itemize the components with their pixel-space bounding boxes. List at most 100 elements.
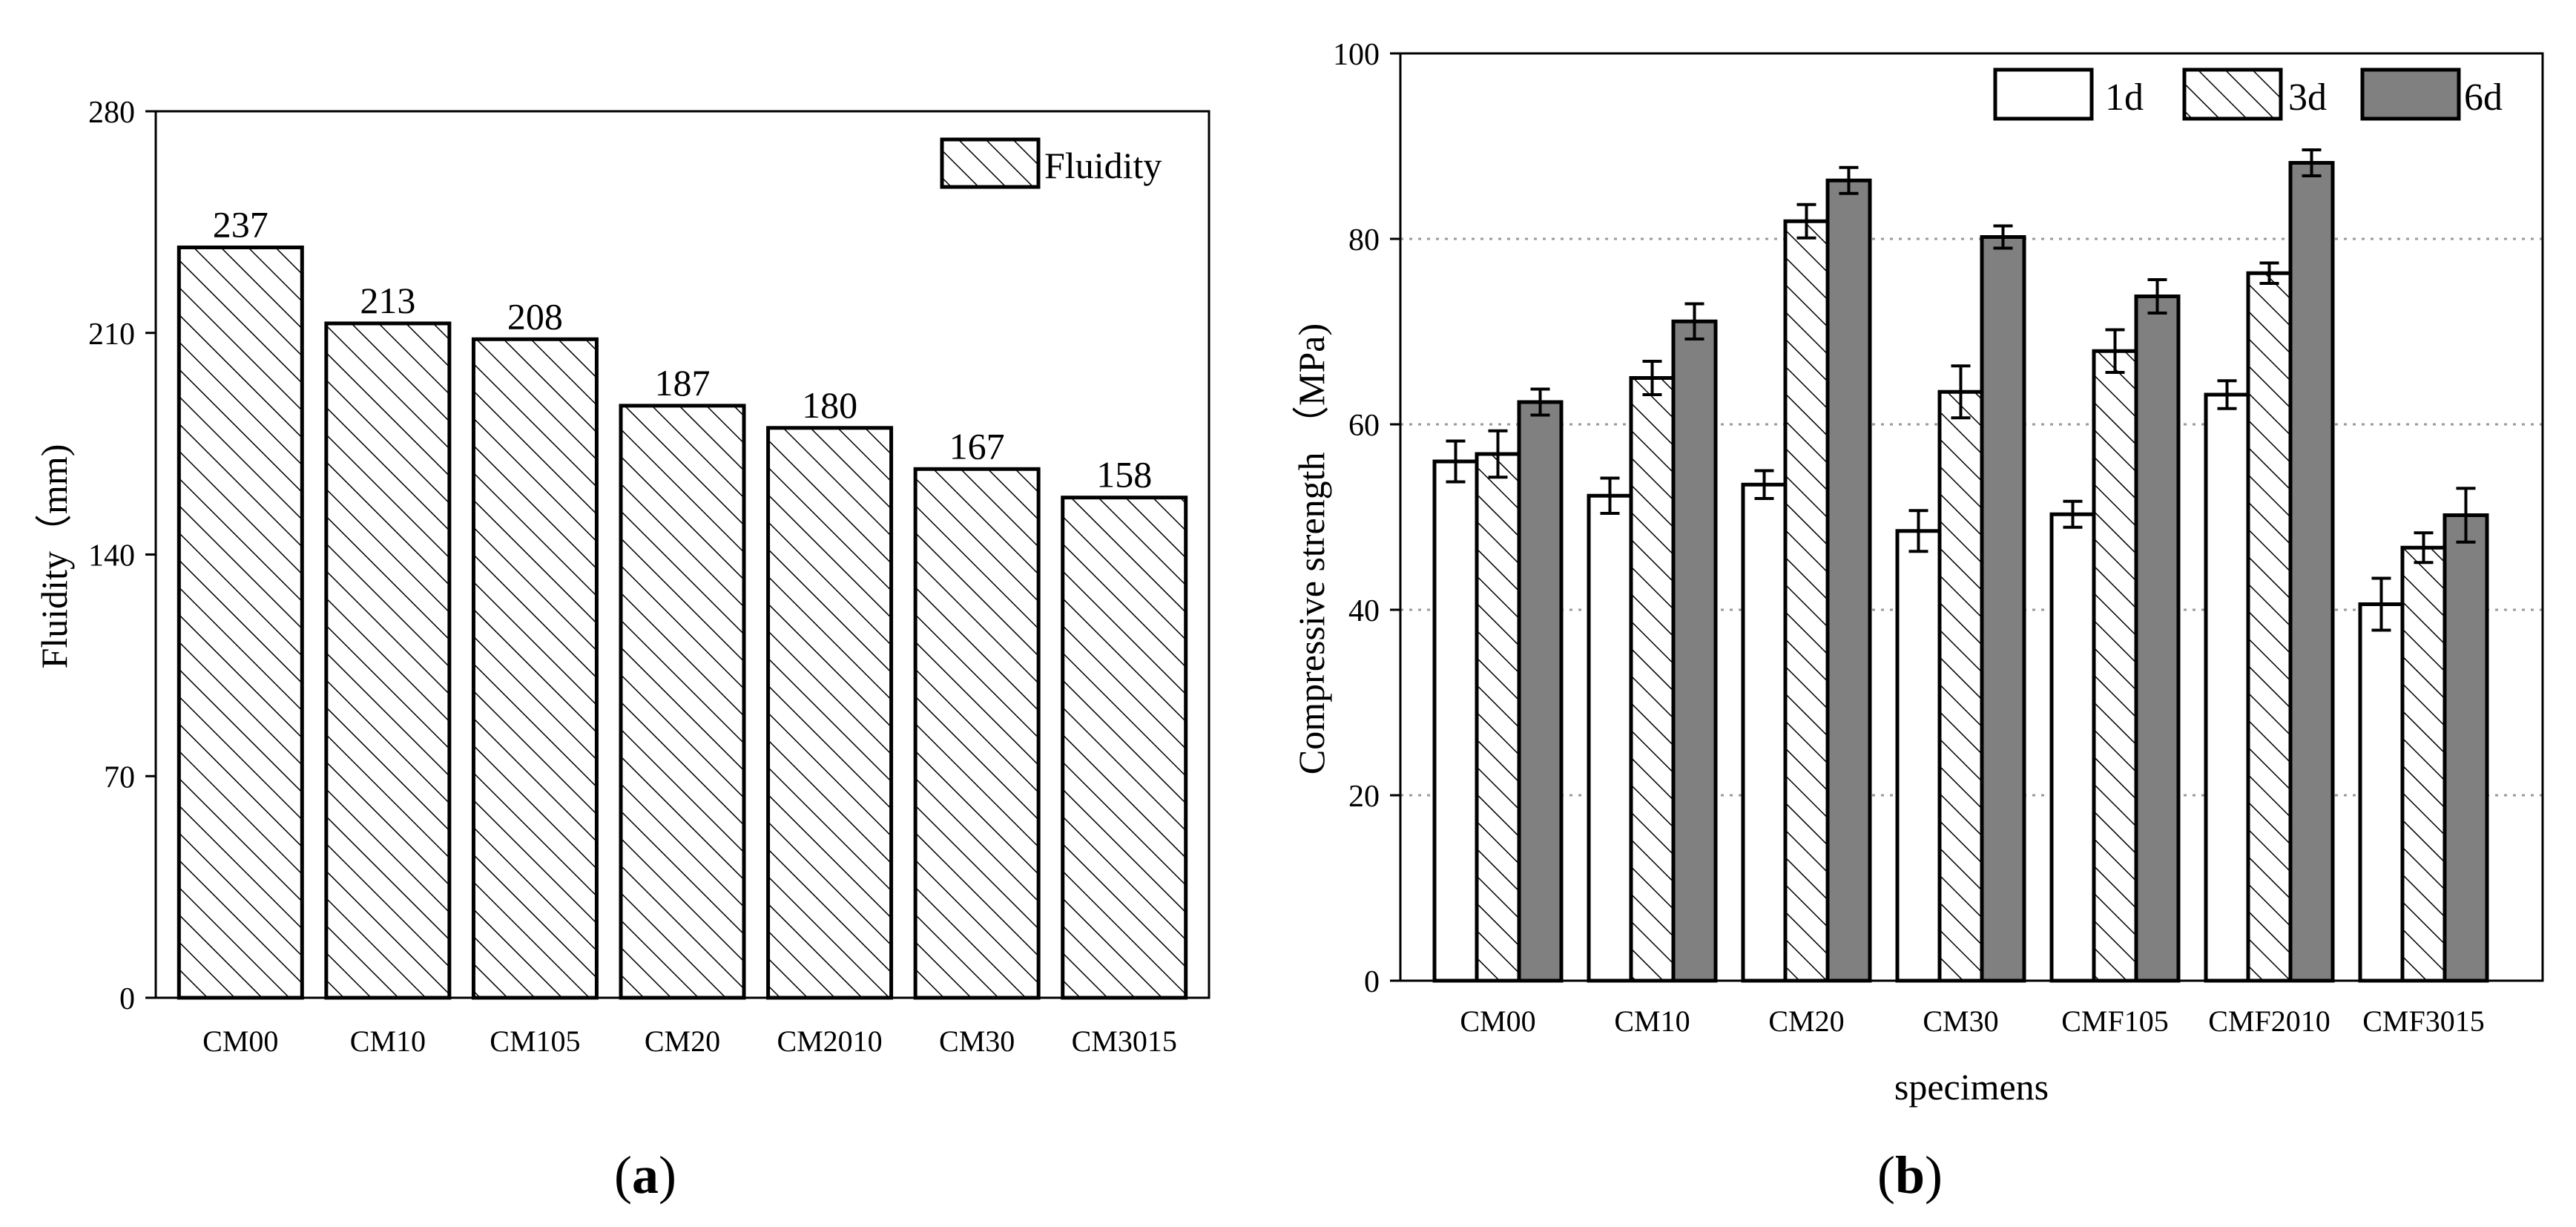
error-bar-b-CM10-1d xyxy=(1600,476,1620,515)
bar-b-CMF3015-3d xyxy=(2400,545,2447,983)
panel-label-a-close: ) xyxy=(659,1145,676,1205)
error-bar-b-CM10-6d xyxy=(1684,302,1704,341)
bar-b-CM30-3d xyxy=(1937,389,1984,983)
y-tick-label-a-4: 280 xyxy=(88,96,135,130)
value-label-a-CM105: 208 xyxy=(507,295,563,337)
bar-b-CMF105-6d xyxy=(2134,295,2181,983)
y-axis-a: 0 70 140 210 280 xyxy=(88,96,156,1016)
x-tick-label-b-CMF2010: CMF2010 xyxy=(2208,1004,2330,1038)
error-bar-b-CM10-3d xyxy=(1642,360,1662,396)
bars-a: 237 213 208 187 180 167 158 xyxy=(177,204,1188,1000)
error-bar-b-CM00-1d xyxy=(1446,439,1466,484)
error-bar-b-CMF3015-3d xyxy=(2414,531,2434,565)
panel-label-a: (a) xyxy=(614,1145,676,1205)
bar-b-CM10-1d xyxy=(1587,493,1633,983)
x-axis-a: CM00 CM10 CM105 CM20 CM2010 CM30 CM3015 xyxy=(202,1024,1177,1058)
value-label-a-CM2010: 180 xyxy=(802,384,857,426)
x-tick-label-b-CMF3015: CMF3015 xyxy=(2362,1004,2485,1038)
y-tick-label-b-5: 100 xyxy=(1333,38,1380,72)
y-axis-b: 0 20 40 60 80 100 xyxy=(1333,38,1400,999)
x-tick-label-a-CM20: CM20 xyxy=(645,1024,720,1058)
bar-b-CM10-6d xyxy=(1671,319,1718,983)
bar-b-CMF2010-3d xyxy=(2246,271,2293,983)
error-bar-b-CM30-6d xyxy=(1993,224,2013,250)
error-bar-b-CM20-1d xyxy=(1754,469,1774,500)
y-axis-title-a: Fluidity（mm) xyxy=(33,444,75,669)
panel-label-b-close: ) xyxy=(1925,1145,1943,1205)
bar-b-CMF105-3d xyxy=(2092,349,2138,983)
x-axis-title-b: specimens xyxy=(1894,1066,2049,1108)
bar-b-CMF3015-1d xyxy=(2358,602,2405,983)
x-axis-b: CM00 CM10 CM20 CM30 CMF105 CMF2010 CMF3015 xyxy=(1460,1004,2484,1038)
bar-a-CM105 xyxy=(471,337,599,1000)
error-bar-b-CM30-1d xyxy=(1908,509,1928,553)
bar-b-CM30-6d xyxy=(1980,235,2026,983)
value-label-a-CM10: 213 xyxy=(360,280,415,321)
value-label-a-CM30: 167 xyxy=(949,425,1005,467)
bar-a-CM10 xyxy=(324,321,452,1000)
legend-b-label-3d: 3d xyxy=(2288,76,2327,119)
x-tick-label-b-CM30: CM30 xyxy=(1923,1004,1998,1038)
x-tick-label-b-CM00: CM00 xyxy=(1460,1004,1535,1038)
legend-a-label-fluidity: Fluidity xyxy=(1044,145,1162,186)
legend-b-label-1d: 1d xyxy=(2105,76,2144,119)
x-tick-label-a-CM00: CM00 xyxy=(202,1024,278,1058)
error-bar-b-CM20-3d xyxy=(1796,203,1816,240)
x-tick-label-a-CM105: CM105 xyxy=(490,1024,580,1058)
bar-b-CM00-3d xyxy=(1475,452,1521,983)
y-tick-label-a-1: 70 xyxy=(104,760,135,795)
panel-label-b-letter: b xyxy=(1895,1145,1925,1205)
error-bar-b-CMF3015-1d xyxy=(2371,576,2391,632)
y-tick-label-a-3: 210 xyxy=(88,318,135,352)
y-axis-title-b: Compressive strength （MPa) xyxy=(1291,323,1332,774)
x-tick-label-b-CM20: CM20 xyxy=(1768,1004,1844,1038)
bar-b-CMF105-1d xyxy=(2049,512,2096,983)
panel-label-a-letter: a xyxy=(632,1145,659,1205)
y-tick-label-b-4: 80 xyxy=(1348,223,1380,257)
x-tick-label-a-CM2010: CM2010 xyxy=(777,1024,882,1058)
bar-b-CM20-1d xyxy=(1741,482,1788,983)
error-bar-b-CMF2010-6d xyxy=(2302,148,2322,177)
y-tick-label-a-0: 0 xyxy=(119,982,135,1016)
x-tick-label-a-CM10: CM10 xyxy=(350,1024,426,1058)
bars-b xyxy=(1432,148,2489,983)
legend-b: 1d 3d 6d xyxy=(1993,68,2503,121)
value-label-a-CM00: 237 xyxy=(213,204,269,246)
bar-a-CM30 xyxy=(913,467,1041,1000)
error-bar-b-CMF3015-6d xyxy=(2456,487,2476,544)
compressive-strength-chart: 0 20 40 60 80 100 CM00 CM10 CM20 CM30 CMF105 CMF20… xyxy=(1291,38,2544,1205)
error-bar-b-CMF105-1d xyxy=(2063,499,2083,529)
bar-b-CM20-3d xyxy=(1783,219,1830,983)
bar-b-CMF2010-1d xyxy=(2204,392,2250,983)
panel-label-b: (b) xyxy=(1877,1145,1943,1205)
x-tick-label-b-CM10: CM10 xyxy=(1614,1004,1690,1038)
legend-b-swatch-6d xyxy=(2360,68,2461,121)
value-label-a-CM20: 187 xyxy=(655,362,711,404)
bar-b-CM10-3d xyxy=(1629,376,1676,983)
y-tick-label-b-1: 20 xyxy=(1348,780,1380,814)
error-bar-b-CMF105-6d xyxy=(2147,278,2167,315)
error-bar-b-CM00-3d xyxy=(1488,429,1508,479)
legend-a: Fluidity xyxy=(940,137,1162,189)
legend-b-swatch-1d xyxy=(1993,68,2094,121)
error-bar-b-CMF2010-3d xyxy=(2259,261,2279,285)
bar-b-CM30-1d xyxy=(1895,529,1942,983)
y-tick-label-a-2: 140 xyxy=(88,539,135,573)
error-bar-b-CM00-6d xyxy=(1530,387,1550,417)
panel-label-b-open: ( xyxy=(1877,1145,1895,1205)
bar-b-CMF2010-6d xyxy=(2288,161,2335,983)
y-tick-label-b-2: 40 xyxy=(1348,594,1380,628)
error-bar-b-CMF2010-1d xyxy=(2217,379,2237,410)
panel-label-a-open: ( xyxy=(614,1145,632,1205)
bar-b-CM00-1d xyxy=(1432,459,1479,983)
legend-b-label-6d: 6d xyxy=(2464,76,2503,119)
error-bar-b-CMF105-3d xyxy=(2105,328,2125,374)
bar-b-CMF3015-6d xyxy=(2442,513,2489,983)
x-tick-label-a-CM3015: CM3015 xyxy=(1072,1024,1177,1058)
x-tick-label-b-CMF105: CMF105 xyxy=(2061,1004,2169,1038)
y-tick-label-b-3: 60 xyxy=(1348,409,1380,443)
error-bar-b-CM20-6d xyxy=(1839,165,1859,195)
bar-b-CM00-6d xyxy=(1517,400,1564,983)
